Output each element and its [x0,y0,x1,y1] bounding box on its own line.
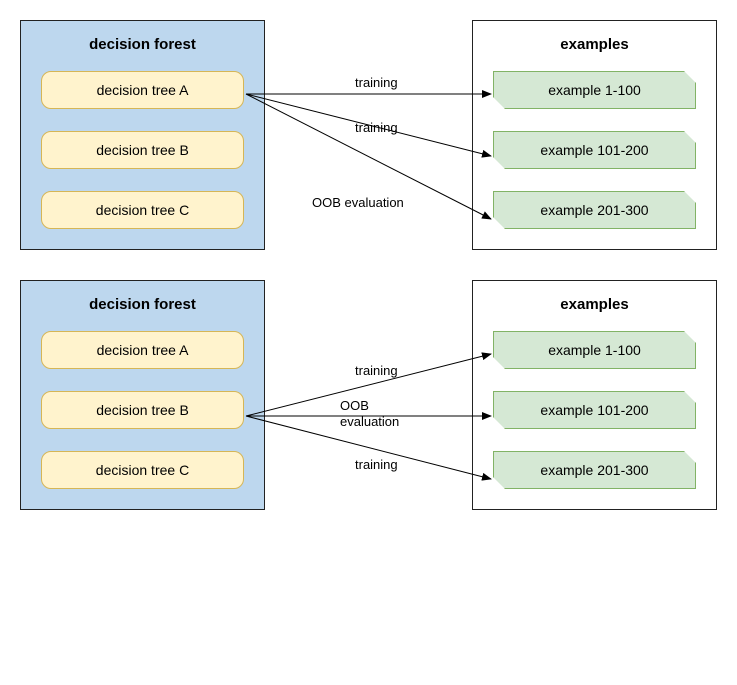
example-node-3: example 201-300 [493,451,696,489]
tree-node-a: decision tree A [41,331,244,369]
forest-title: decision forest [41,36,244,53]
arrow-label-oob: OOB evaluation [312,195,404,211]
forest-panel: decision forest decision tree A decision… [20,280,265,510]
example-node-1: example 1-100 [493,71,696,109]
tree-node-c: decision tree C [41,191,244,229]
examples-title: examples [493,36,696,53]
examples-panel: examples example 1-100 example 101-200 e… [472,280,717,510]
arrow-label-training-1: training [355,363,398,379]
example-node-2: example 101-200 [493,131,696,169]
arrow-label-training-2: training [355,120,398,136]
tree-node-b: decision tree B [41,131,244,169]
forest-panel: decision forest decision tree A decision… [20,20,265,250]
tree-node-b: decision tree B [41,391,244,429]
arrow-label-training-1: training [355,75,398,91]
arrow-label-oob: OOB evaluation [340,398,399,429]
example-node-2: example 101-200 [493,391,696,429]
arrow-label-training-2: training [355,457,398,473]
diagram-row-1: decision forest decision tree A decision… [20,20,717,250]
tree-node-c: decision tree C [41,451,244,489]
examples-panel: examples example 1-100 example 101-200 e… [472,20,717,250]
forest-title: decision forest [41,296,244,313]
example-node-3: example 201-300 [493,191,696,229]
tree-node-a: decision tree A [41,71,244,109]
diagram-container: decision forest decision tree A decision… [20,20,717,510]
example-node-1: example 1-100 [493,331,696,369]
examples-title: examples [493,296,696,313]
diagram-row-2: decision forest decision tree A decision… [20,280,717,510]
